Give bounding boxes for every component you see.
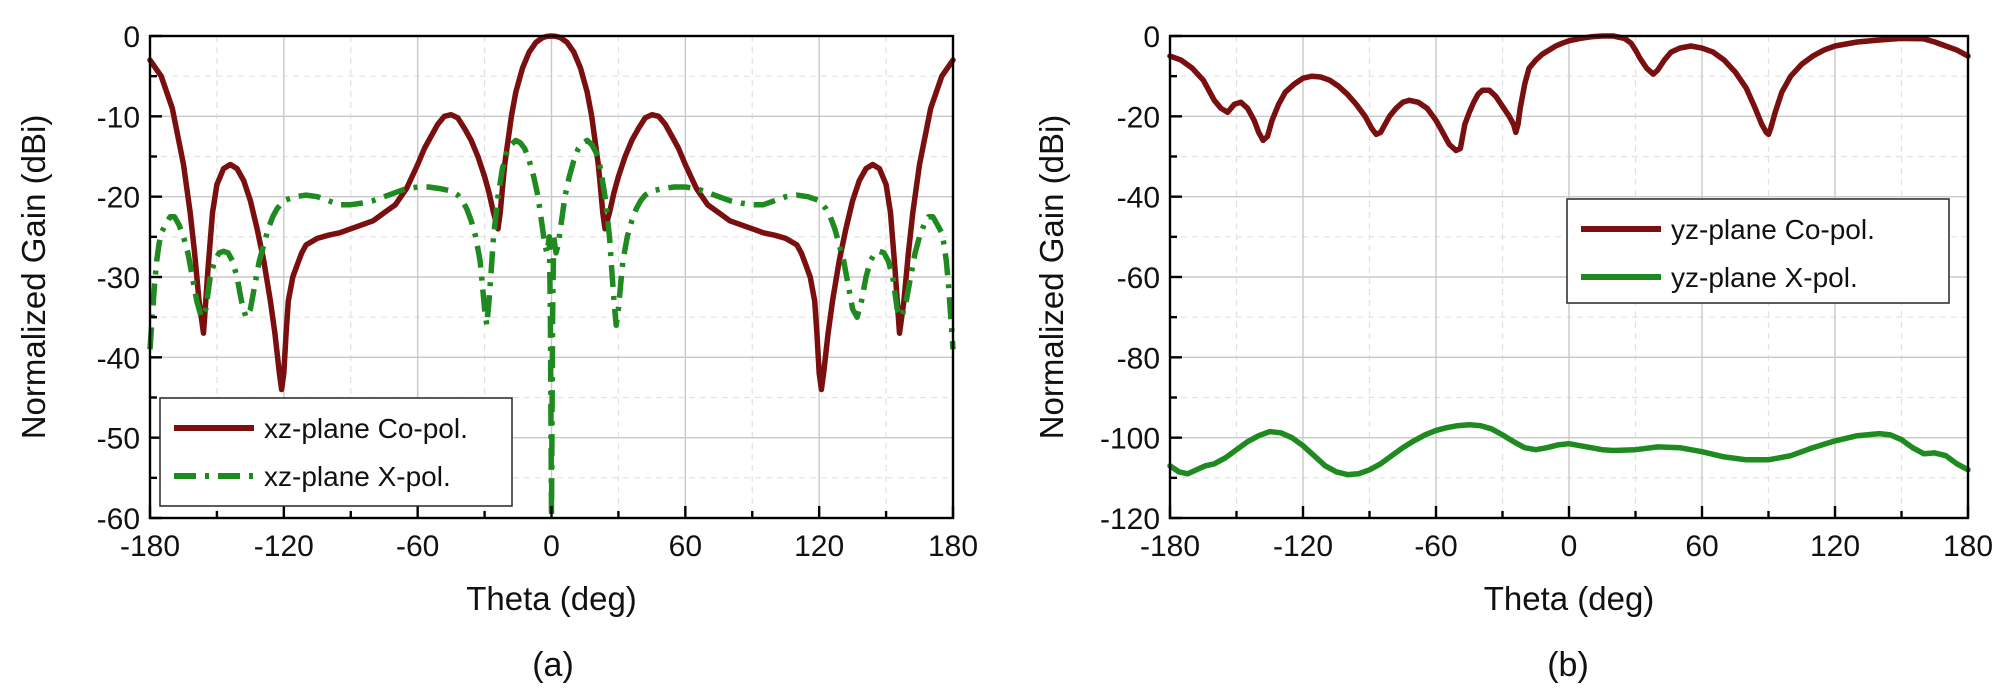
series-layer-b: [1167, 33, 1971, 478]
y-tick-label: -40: [1117, 182, 1160, 215]
x-axis-title-a: Theta (deg): [466, 580, 637, 617]
caption-b: (b): [1547, 646, 1589, 684]
legend-a: xz-plane Co-pol. xz-plane X-pol.: [159, 397, 513, 507]
x-tick-label: -60: [396, 530, 439, 563]
ticks-b: -180 -120 -60 0 60 120 180-120-100-80-60-40-20…: [1100, 21, 1993, 563]
x-tick-label: 60: [669, 530, 702, 563]
x-tick-label: 180: [928, 530, 978, 563]
x-tick-label: -60: [1414, 530, 1457, 563]
legend-box-a: [159, 397, 513, 507]
legend-label-yz-co-pol: yz-plane Co-pol.: [1671, 214, 1875, 245]
x-tick-label: -180: [120, 530, 180, 563]
legend-b: yz-plane Co-pol. yz-plane X-pol.: [1566, 198, 1950, 304]
y-tick-label: -120: [1100, 503, 1160, 536]
x-tick-label: 0: [1561, 530, 1578, 563]
legend-box-b: [1566, 198, 1950, 304]
y-tick-label: -10: [97, 101, 140, 134]
y-axis-title-b: Normalized Gain (dBi): [1033, 115, 1070, 440]
x-tick-label: 120: [1810, 530, 1860, 563]
legend-label-yz-x-pol: yz-plane X-pol.: [1671, 262, 1858, 293]
y-tick-label: -60: [97, 503, 140, 536]
x-tick-label: -180: [1140, 530, 1200, 563]
x-tick-label: 180: [1943, 530, 1993, 563]
y-tick-label: -40: [97, 342, 140, 375]
x-tick-label: 120: [794, 530, 844, 563]
series-line-co-pol: [1167, 33, 1971, 154]
y-tick-label: 0: [1143, 21, 1160, 54]
chart-panel-b: -180 -120 -60 0 60 120 180-120-100-80-60-40-20…: [1033, 21, 1993, 684]
y-tick-label: -100: [1100, 423, 1160, 456]
ticks-a: -180 -120 -60 0 60 120 180 -60 -50 -40 -30 -20 -10 0: [97, 21, 978, 563]
y-tick-label: -50: [97, 423, 140, 456]
y-axis-title-a: Normalized Gain (dBi): [15, 115, 52, 440]
y-tick-label: -60: [1117, 262, 1160, 295]
x-axis-title-b: Theta (deg): [1484, 580, 1655, 617]
series-line-x-pol: [147, 137, 956, 521]
y-tick-label: 0: [123, 21, 140, 54]
chart-panel-a: -180 -120 -60 0 60 120 180-60-50-40-30-20-100 …: [15, 21, 978, 684]
x-tick-label: -120: [1273, 530, 1333, 563]
caption-a: (a): [532, 646, 574, 684]
x-tick-label: 0: [543, 530, 560, 563]
y-tick-label: -20: [97, 182, 140, 215]
series-line-x-pol: [1167, 422, 1971, 478]
legend-label-xz-co-pol: xz-plane Co-pol.: [264, 413, 468, 444]
y-tick-label: -80: [1117, 342, 1160, 375]
x-tick-label: -120: [254, 530, 314, 563]
x-tick-label: 60: [1685, 530, 1718, 563]
legend-label-xz-x-pol: xz-plane X-pol.: [264, 461, 451, 492]
y-tick-label: -30: [97, 262, 140, 295]
y-tick-label: -20: [1117, 101, 1160, 134]
